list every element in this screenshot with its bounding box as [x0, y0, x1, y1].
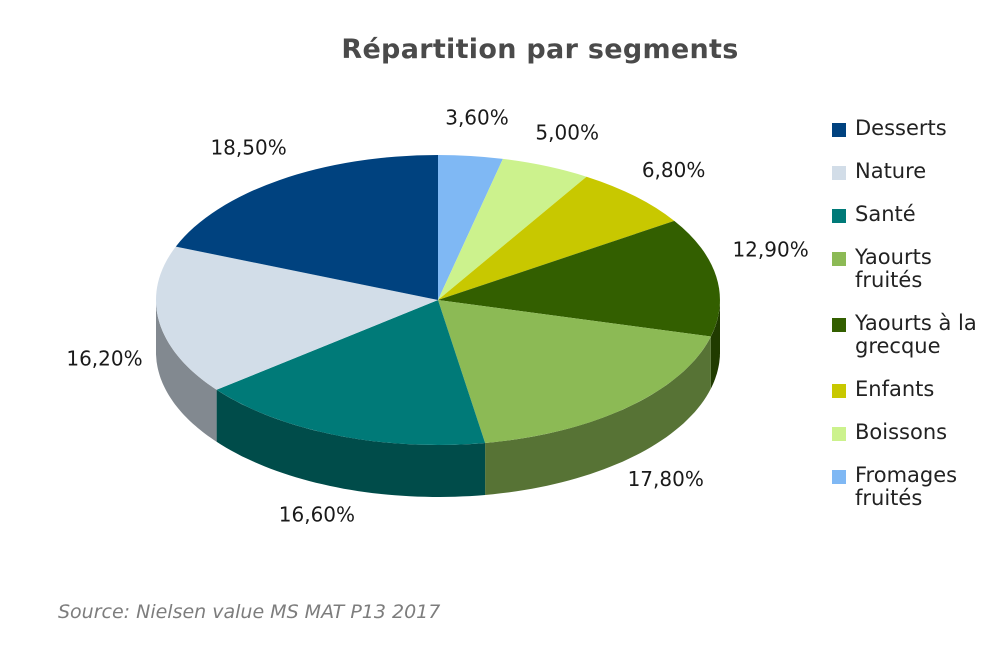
legend-label: Fromages fruités — [855, 463, 958, 510]
pie-slice-yaourts-fruites — [438, 300, 711, 443]
pie-slice-nature — [155, 246, 439, 390]
data-label-boissons: 5,00% — [535, 120, 599, 144]
legend-item-nature: Nature — [832, 160, 992, 183]
legend: Desserts Nature Santé Yaourts fruités Yaourt… — [832, 117, 992, 530]
data-label-sante: 16,60% — [279, 503, 355, 527]
data-label-nature: 16,20% — [66, 347, 142, 371]
legend-swatch — [832, 209, 846, 223]
legend-label: Desserts — [855, 116, 947, 140]
pie-slice-enfants — [438, 176, 675, 300]
legend-swatch — [832, 384, 846, 398]
pie-slice-desserts — [175, 154, 439, 300]
legend-label: Boissons — [855, 420, 948, 444]
legend-swatch — [832, 123, 846, 137]
pie-depth — [156, 300, 720, 497]
pie-side-yaourts-a-la-grecque — [710, 300, 720, 389]
pie-slice-boissons — [438, 158, 587, 300]
legend-item-yaourts-a-la-grecque: Yaourts à la grecque — [832, 312, 992, 358]
pie-side-nature — [156, 300, 217, 442]
legend-item-desserts: Desserts — [832, 117, 992, 140]
data-label-enfants: 6,80% — [642, 158, 706, 182]
pie-side-sante — [216, 389, 486, 497]
legend-label: Nature — [855, 159, 927, 183]
pie-side-yaourts-fruites — [485, 336, 711, 495]
source-note: Source: Nielsen value MS MAT P13 2017 — [58, 601, 441, 623]
chart-title: Répartition par segments — [341, 34, 739, 65]
pie-slice-sante — [216, 300, 486, 446]
legend-label: Santé — [855, 202, 916, 226]
legend-swatch — [832, 470, 846, 484]
data-label-yaourts-fruites: 17,80% — [628, 467, 704, 491]
legend-item-fromages-fruites: Fromages fruités — [832, 464, 992, 510]
legend-item-sante: Santé — [832, 203, 992, 226]
pie-data-labels: 3,60% 5,00% 6,80% 12,90% 17,80% 16,60% 16,20% 1… — [66, 106, 808, 527]
pie-slice-fromages-fruites — [438, 155, 503, 300]
legend-item-enfants: Enfants — [832, 378, 992, 401]
legend-label: Enfants — [855, 377, 935, 401]
legend-swatch — [832, 318, 846, 332]
data-label-desserts: 18,50% — [210, 136, 286, 160]
legend-swatch — [832, 252, 846, 266]
pie-slices — [155, 154, 720, 446]
legend-swatch — [832, 427, 846, 441]
legend-swatch — [832, 166, 846, 180]
data-label-yaourts-a-la-grecque: 12,90% — [732, 238, 808, 262]
legend-item-boissons: Boissons — [832, 421, 992, 444]
data-label-fromages-fruites: 3,60% — [445, 106, 509, 130]
legend-label: Yaourts fruités — [855, 245, 932, 292]
legend-item-yaourts-fruites: Yaourts fruités — [832, 246, 992, 292]
legend-label: Yaourts à la grecque — [855, 311, 977, 358]
pie-slice-yaourts-a-la-grecque — [438, 220, 720, 337]
